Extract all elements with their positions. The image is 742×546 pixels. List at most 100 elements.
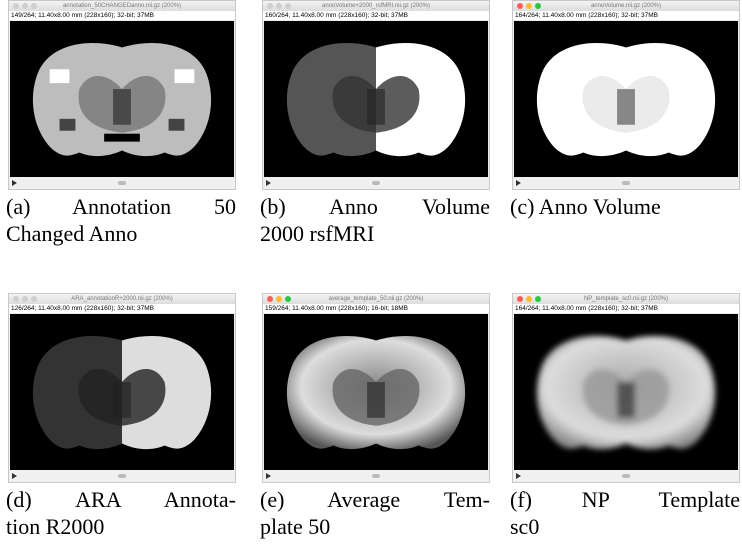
window-button [13,3,19,9]
scroll-knob [118,474,126,478]
play-icon[interactable] [12,180,17,186]
brain-image [286,43,466,157]
image-info: 160/264; 11.40x8.00 mm (228x160); 32-bit… [263,11,489,20]
caption-line: (c) Anno Volume [510,194,661,219]
brain-shape [113,89,131,125]
brain-image [32,336,212,450]
play-icon[interactable] [12,473,17,479]
scroll-bar [513,470,739,482]
window-title: NP_template_sc0.nii.gz (200%) [583,296,669,302]
title-bar: annoVolume.nii.gz (200%) [513,1,739,11]
brain-shape [12,473,17,479]
caption-line: 2000 rsfMRI [260,221,375,246]
brain-image [32,43,212,157]
play-icon[interactable] [266,473,271,479]
scroll-knob [372,474,380,478]
window-button [535,296,541,302]
image-window: annoVolume.nii.gz (200%) 164/264; 11.40x8… [512,0,740,190]
caption-line: (e) Average Tem- [260,487,490,512]
scroll-knob [118,181,126,185]
image-window: annotation_50CHANGEDanno.nii.gz (200%) 14… [8,0,236,190]
scroll-knob [372,181,380,185]
brain-shape [49,69,70,84]
brain-shape [367,382,385,418]
brain-shape [104,133,140,142]
window-button [285,3,291,9]
window-button [526,296,532,302]
brain-shape [536,336,716,450]
window-title: ARA_annotationR+2000.nii.gz (200%) [71,296,173,302]
caption: (d) ARA Annota-tion R2000 [6,486,236,540]
caption-line: plate 50 [260,514,331,539]
brain-shape [122,336,212,450]
brain-shape [32,43,212,157]
caption-line: sc0 [510,514,540,539]
caption: (e) Average Tem-plate 50 [260,486,490,540]
scroll-bar [9,177,235,189]
scroll-bar [9,470,235,482]
brain-shape [516,473,521,479]
brain-shape [286,336,466,450]
window-button [535,3,541,9]
image-view [10,314,234,470]
window-title: annoVolume.nii.gz (200%) [590,3,662,9]
image-info: 164/264; 11.40x8.00 mm (228x160); 32-bit… [513,304,739,313]
brain-shape [376,43,466,157]
window-button [22,3,28,9]
brain-shape [617,382,635,418]
image-view [264,21,488,177]
caption-line: (a) Annotation 50 [6,194,236,219]
caption: (b) Anno Volume 2000 rsfMRI [260,193,490,247]
caption-line: (b) Anno Volume [260,194,490,219]
scroll-knob [622,181,630,185]
window-button [13,296,19,302]
brain-shape [174,69,195,84]
play-icon[interactable] [266,180,271,186]
caption: (f) NP Template sc0 [510,486,740,540]
play-icon[interactable] [516,180,521,186]
title-bar: annotation_50CHANGEDanno.nii.gz (200%) [9,1,235,11]
window-button [517,3,523,9]
caption-line: tion R2000 [6,514,105,539]
image-view [514,21,738,177]
brain-image [536,336,716,450]
title-bar: NP_template_sc0.nii.gz (200%) [513,294,739,304]
caption-line: (d) ARA Annota- [6,487,236,512]
window-button [517,296,523,302]
caption: (a) Annotation 50 Changed Anno [6,193,236,247]
title-bar: ARA_annotationR+2000.nii.gz (200%) [9,294,235,304]
brain-shape [536,43,716,157]
brain-image [536,43,716,157]
brain-shape [32,336,212,450]
title-bar: average_template_50.nii.gz (200%) [263,294,489,304]
image-info: 164/264; 11.40x8.00 mm (228x160); 32-bit… [513,11,739,20]
window-button [276,3,282,9]
scroll-bar [263,470,489,482]
scroll-bar [263,177,489,189]
window-button [276,296,282,302]
image-view [10,21,234,177]
brain-image [286,336,466,450]
brain-shape [168,118,185,131]
window-button [31,3,37,9]
brain-shape [59,118,76,131]
window-button [526,3,532,9]
caption-line: Changed Anno [6,221,138,246]
image-info: 126/264; 11.40x8.00 mm (228x160); 32-bit… [9,304,235,313]
title-bar: annoVolume+2000_rsfMRI.nii.gz (200%) [263,1,489,11]
window-button [31,296,37,302]
scroll-bar [513,177,739,189]
image-info: 159/264; 11.40x8.00 mm (228x160); 16-bit… [263,304,489,313]
image-window: annoVolume+2000_rsfMRI.nii.gz (200%) 160/… [262,0,490,190]
window-title: annotation_50CHANGEDanno.nii.gz (200%) [62,3,182,9]
brain-shape [266,473,271,479]
brain-shape [617,89,635,125]
image-window: ARA_annotationR+2000.nii.gz (200%) 126/26… [8,293,236,483]
brain-shape [367,89,385,125]
brain-shape [113,382,131,418]
image-view [514,314,738,470]
brain-shape [266,180,271,186]
window-button [22,296,28,302]
play-icon[interactable] [516,473,521,479]
